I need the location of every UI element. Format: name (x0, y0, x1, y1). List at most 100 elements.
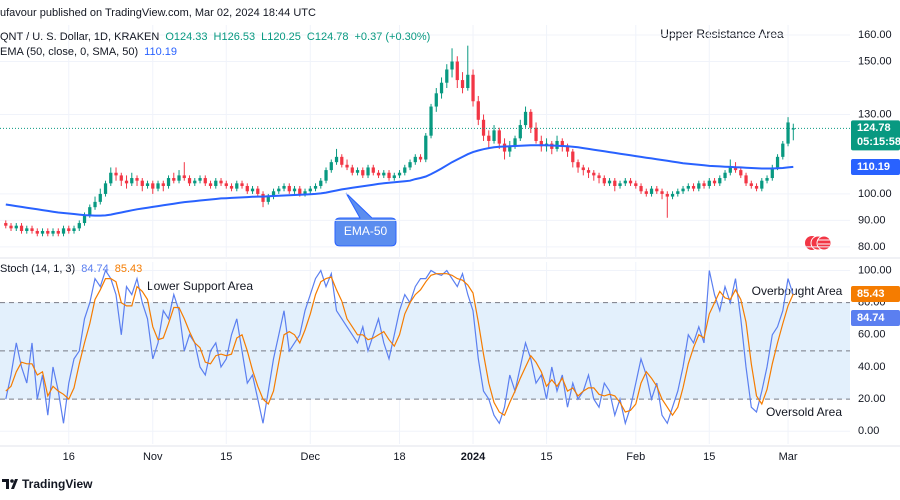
overbought-annotation: Overbought Area (752, 284, 843, 298)
candle-body (765, 178, 769, 181)
candle-body (303, 191, 307, 194)
candle-body (324, 170, 328, 181)
candle-body (177, 175, 181, 181)
candle-body (770, 167, 774, 179)
flag-icon (805, 235, 832, 251)
candle-body (691, 185, 696, 189)
candle-body (455, 61, 459, 81)
candle-body (340, 156, 344, 165)
ema-price-label-box (851, 158, 900, 175)
candle-body (219, 180, 223, 184)
candle-body (40, 230, 45, 234)
candle-body (445, 69, 449, 83)
candle-body (539, 140, 543, 147)
candle-body (130, 178, 134, 184)
candle-body (19, 225, 24, 231)
legend-title: QNT / U. S. Dollar, 1D, KRAKEN (0, 31, 159, 43)
candle-body (791, 128, 795, 130)
x-tick-label: Mar (779, 451, 798, 463)
candle-body (271, 191, 276, 197)
candle-body (161, 183, 165, 186)
legend-value: 85.43 (115, 263, 143, 275)
candle-body (35, 230, 39, 234)
candle-body (287, 185, 291, 192)
candle-body (450, 61, 454, 70)
stoch-value-label-box (851, 285, 900, 302)
candle-body (329, 162, 333, 171)
candle-body (523, 111, 528, 126)
footer-logo: TradingView (2, 477, 93, 491)
candle-body (51, 230, 55, 234)
candle-body (434, 93, 438, 107)
candle-body (413, 156, 417, 163)
ema-price-label: 110.19 (857, 161, 890, 173)
candle-body (702, 183, 706, 186)
candle-body (733, 167, 738, 171)
y-tick-label: 90.00 (858, 214, 886, 226)
candle-body (513, 138, 517, 147)
candle-body (277, 188, 281, 192)
candle-body (371, 167, 375, 173)
marks-layer (0, 45, 850, 426)
x-tick-label: Nov (143, 451, 163, 463)
candle-body (518, 125, 522, 139)
x-tick-label: 15 (540, 451, 552, 463)
candle-body (392, 175, 396, 179)
y-tick-label: 150.00 (858, 55, 892, 67)
y-tick-label: 130.00 (858, 108, 892, 120)
candle-body (576, 162, 580, 168)
candle-body (408, 162, 412, 168)
candle-body (355, 170, 360, 173)
candle-body (366, 167, 370, 176)
x-tick-label: 15 (220, 451, 232, 463)
ema-line (5, 144, 794, 217)
ohlc-label: C124.78 (307, 31, 349, 43)
last-price-label-box (851, 120, 900, 151)
candle-body (14, 225, 18, 229)
candle-body (361, 170, 365, 176)
candle-body (292, 188, 297, 192)
candle-body (56, 230, 60, 234)
candle-body (592, 172, 596, 176)
candle-body (728, 167, 732, 173)
candle-body (313, 185, 318, 189)
candle-body (508, 146, 512, 152)
candle-body (534, 127, 538, 141)
y-tick-label: 20.00 (858, 393, 886, 405)
candle-body (30, 228, 34, 231)
candle-body (119, 175, 123, 181)
candle-body (72, 228, 76, 231)
candle-body (670, 193, 675, 197)
candle-body (172, 178, 176, 181)
candle-body (203, 178, 207, 184)
candle-body (266, 196, 270, 202)
candle-body (229, 185, 234, 189)
candle-body (597, 175, 601, 179)
candle-body (424, 135, 428, 160)
legend-value: 110.19 (144, 46, 177, 58)
ohlc-label: L120.25 (261, 31, 301, 43)
candle-body (61, 228, 66, 234)
candle-body (754, 185, 759, 189)
legend-series: EMA (50, close, 0, SMA, 50) (0, 46, 138, 58)
candle-body (749, 183, 753, 186)
candle-body (135, 178, 139, 181)
candle-body (387, 172, 391, 179)
candle-body (114, 172, 118, 176)
candle-body (418, 156, 423, 160)
candle-body (786, 122, 790, 144)
candle-body (98, 193, 102, 202)
candle-body (25, 228, 29, 231)
candle-body (628, 180, 633, 184)
candle-body (46, 230, 50, 234)
candle-body (282, 185, 286, 189)
x-tick-label: Dec (301, 451, 321, 463)
candle-body (77, 223, 81, 229)
candle-body (744, 175, 748, 184)
candle-body (602, 178, 606, 184)
candle-body (319, 180, 323, 186)
labels-layer: 16 Nov 15 Dec 18 2024 15 Feb 15 Mar 160.00 150.00 13… (0, 29, 900, 463)
candle-body (198, 178, 202, 181)
logo-dot (10, 479, 14, 483)
